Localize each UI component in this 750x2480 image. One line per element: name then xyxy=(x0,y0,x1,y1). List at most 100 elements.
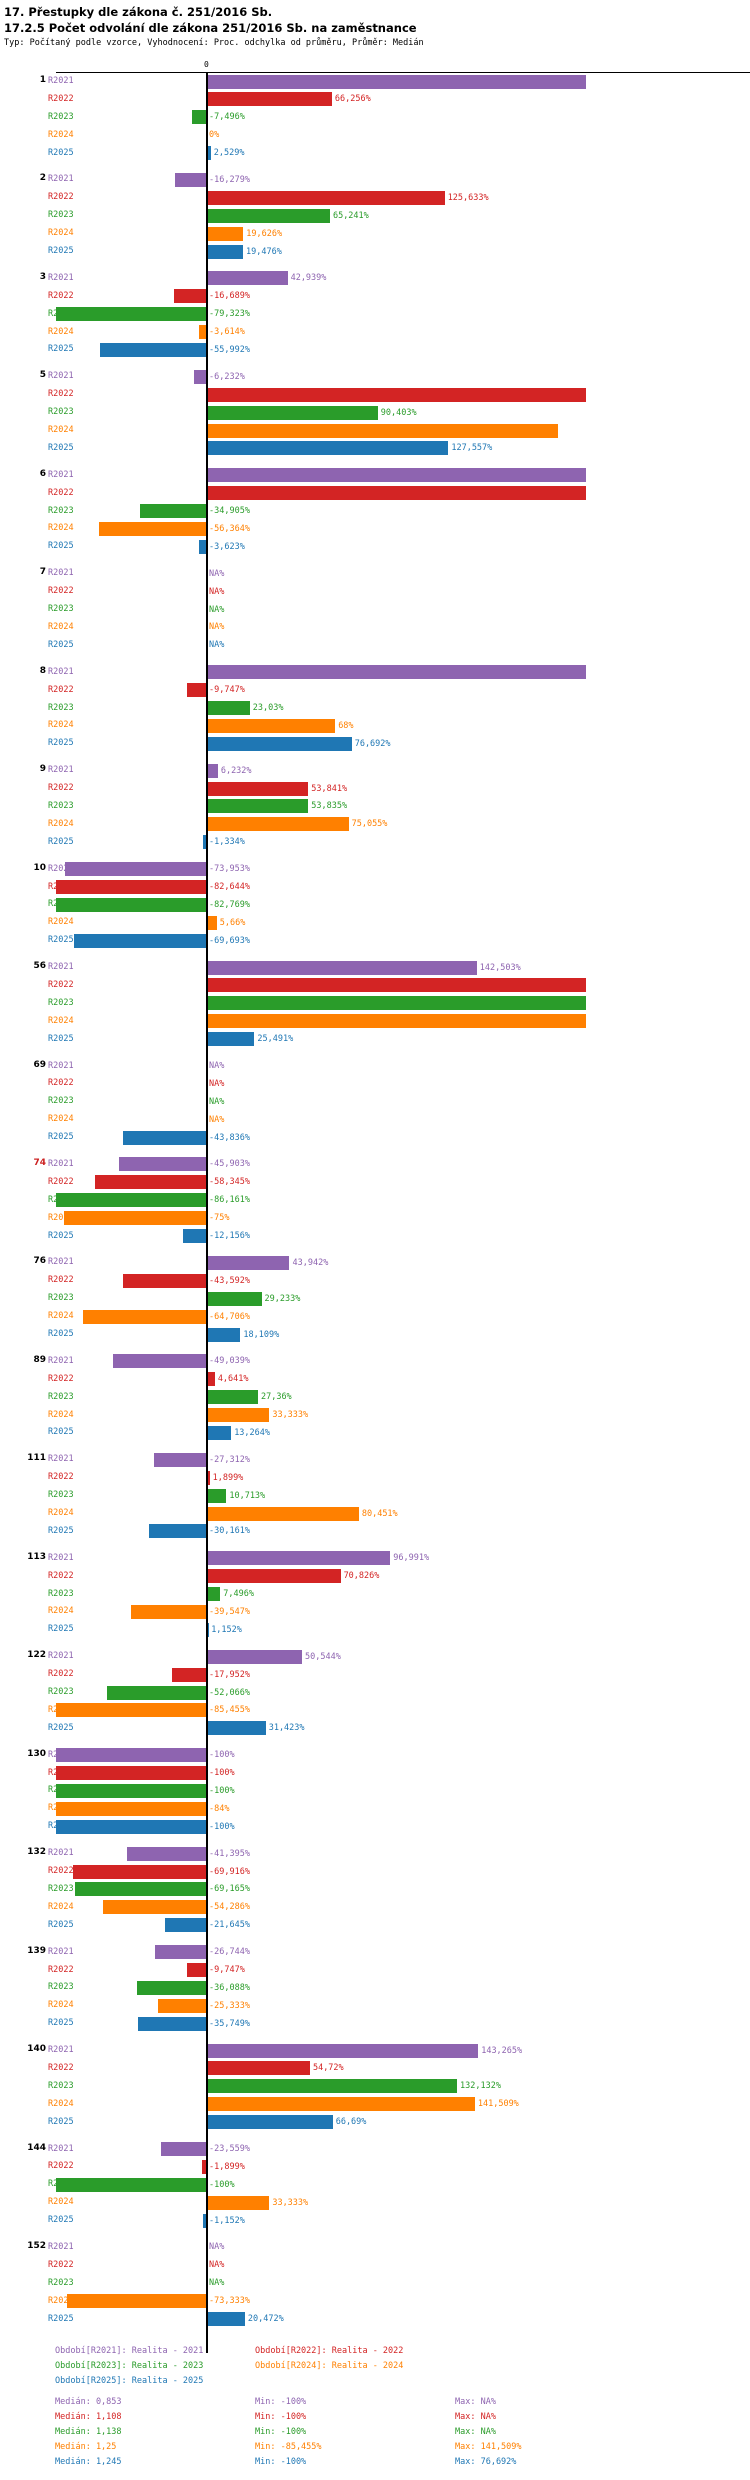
bar-r2021 xyxy=(194,369,206,384)
series-label-r2024: R2024 xyxy=(48,720,74,731)
series-label-r2022: R2022 xyxy=(48,192,74,203)
series-label-r2023: R2023 xyxy=(48,505,74,516)
group-label: 74 xyxy=(33,1157,46,1168)
bar-r2022 xyxy=(206,978,586,993)
bar-r2025 xyxy=(203,835,206,850)
bar-r2025 xyxy=(206,1327,241,1342)
value-label: -3,623% xyxy=(209,541,245,552)
group-label: 89 xyxy=(33,1354,46,1365)
bar-r2021 xyxy=(206,960,477,975)
value-label: 125,633% xyxy=(447,192,489,203)
legend-row: Období[R2023]: Realita - 2023 Období[R202… xyxy=(55,2361,750,2376)
series-label-r2024: R2024 xyxy=(48,2000,74,2011)
chart-row: R2025 127,557% xyxy=(0,440,750,458)
bar-r2024 xyxy=(157,1998,206,2013)
series-label-r2022: R2022 xyxy=(48,389,74,400)
bar-r2025 xyxy=(73,933,206,948)
series-label-r2021: R2021 xyxy=(48,1552,74,1563)
chart-group: 8 R2021 R2022 -9,747% R2023 23,03% R2024 68% R20… xyxy=(0,664,750,753)
series-label-r2023: R2023 xyxy=(48,1982,74,1993)
max-stat-r2022: Max: NA% xyxy=(455,2412,496,2423)
series-label-r2025: R2025 xyxy=(48,1919,74,1930)
series-label-r2025: R2025 xyxy=(48,1525,74,1536)
series-label-r2021: R2021 xyxy=(48,1848,74,1859)
chart-group: 122 R2021 50,544% R2022 -17,952% R2023 -52,066… xyxy=(0,1648,750,1737)
value-label: -26,744% xyxy=(209,1947,250,1958)
value-label: -100% xyxy=(209,2179,235,2190)
bar-r2021 xyxy=(206,2043,479,2058)
bar-r2025 xyxy=(164,1918,206,1933)
value-label: -100% xyxy=(209,1750,235,1761)
value-label: NA% xyxy=(209,1078,225,1089)
value-label: -73,333% xyxy=(209,2296,250,2307)
min-stat-r2023: Min: -100% xyxy=(255,2427,307,2438)
bar-r2024 xyxy=(56,1801,206,1816)
group-label: 152 xyxy=(27,2240,46,2251)
chart-row: R2022 NA% xyxy=(0,1075,750,1093)
chart-row: R2021 -45,903% xyxy=(0,1156,750,1174)
value-label: NA% xyxy=(209,2278,225,2289)
chart-row: R2021-100% xyxy=(0,1747,750,1765)
bar-r2024 xyxy=(206,915,217,930)
series-label-r2021: R2021 xyxy=(48,666,74,677)
series-label-r2023: R2023 xyxy=(48,1687,74,1698)
bar-r2024 xyxy=(206,226,244,241)
max-stat-r2021: Max: NA% xyxy=(455,2397,496,2408)
chart-row: R2025 -69,693% xyxy=(0,932,750,950)
bar-r2023 xyxy=(206,208,330,223)
bar-r2025 xyxy=(122,1130,206,1145)
series-label-r2021: R2021 xyxy=(48,568,74,579)
chart-group: 5 R2021 -6,232% R2022 R2023 90,403% R2024 R2025… xyxy=(0,368,750,457)
chart-group: 76 R2021 43,942% R2022 -43,592% R2023 29,233% R… xyxy=(0,1254,750,1343)
value-label: -100% xyxy=(209,1785,235,1796)
value-label: -3,614% xyxy=(209,327,245,338)
chart-row: R2024 33,333% xyxy=(0,2194,750,2212)
value-label: 0% xyxy=(209,130,220,141)
bar-r2021 xyxy=(206,74,586,89)
series-label-r2022: R2022 xyxy=(48,783,74,794)
series-label-r2023: R2023 xyxy=(48,1588,74,1599)
chart-row: R2023 29,233% xyxy=(0,1290,750,1308)
bar-r2025 xyxy=(206,1425,232,1440)
bar-r2024 xyxy=(199,325,206,340)
value-label: 2,529% xyxy=(213,148,245,159)
chart-row: R2025 31,423% xyxy=(0,1720,750,1738)
chart-row: R2021 -73,953% xyxy=(0,861,750,879)
median-stat-r2022: Medián: 1,108 xyxy=(55,2412,122,2423)
bar-r2021 xyxy=(206,468,586,483)
chart-row: R2023 7,496% xyxy=(0,1586,750,1604)
group-label: 5 xyxy=(39,370,46,381)
value-label: 4,641% xyxy=(217,1374,249,1385)
group-label: 122 xyxy=(27,1650,46,1661)
chart-row: R2022 xyxy=(0,485,750,503)
value-label: -82,644% xyxy=(209,882,250,893)
chart-row: R2021 96,991% xyxy=(0,1550,750,1568)
bar-r2024 xyxy=(83,1309,206,1324)
chart-row: R2022 NA% xyxy=(0,2257,750,2275)
chart-row: R2021 xyxy=(0,467,750,485)
chart-row: R2024 -39,547% xyxy=(0,1603,750,1621)
chart-row: R2022 4,641% xyxy=(0,1371,750,1389)
chart-group: 69 R2021 NA% R2022 NA% R2023 NA% R2024 NA% R2025 -… xyxy=(0,1058,750,1147)
series-label-r2022: R2022 xyxy=(48,2062,74,2073)
group-label: 113 xyxy=(27,1551,46,1562)
series-label-r2023: R2023 xyxy=(48,1391,74,1402)
chart-row: R2021 NA% xyxy=(0,2239,750,2257)
chart-row: R2025 25,491% xyxy=(0,1031,750,1049)
legend-item-r2022: Období[R2022]: Realita - 2022 xyxy=(255,2346,404,2357)
bar-r2021 xyxy=(206,1551,391,1566)
bar-r2023 xyxy=(139,504,206,519)
series-label-r2023: R2023 xyxy=(48,1293,74,1304)
value-label: 54,72% xyxy=(312,2063,344,2074)
chart-group: 9 R2021 6,232% R2022 53,841% R2023 53,835% R202… xyxy=(0,762,750,851)
chart-row: R2025 NA% xyxy=(0,637,750,655)
chart-row: R2024 141,509% xyxy=(0,2096,750,2114)
bar-r2024 xyxy=(206,1408,270,1423)
series-label-r2024: R2024 xyxy=(48,621,74,632)
value-label: -9,747% xyxy=(209,685,245,696)
chart-row: R2022 53,841% xyxy=(0,780,750,798)
value-label: -9,747% xyxy=(209,1965,245,1975)
value-label: 1,152% xyxy=(211,1624,242,1635)
bar-r2024 xyxy=(130,1604,206,1619)
series-label-r2022: R2022 xyxy=(48,684,74,695)
